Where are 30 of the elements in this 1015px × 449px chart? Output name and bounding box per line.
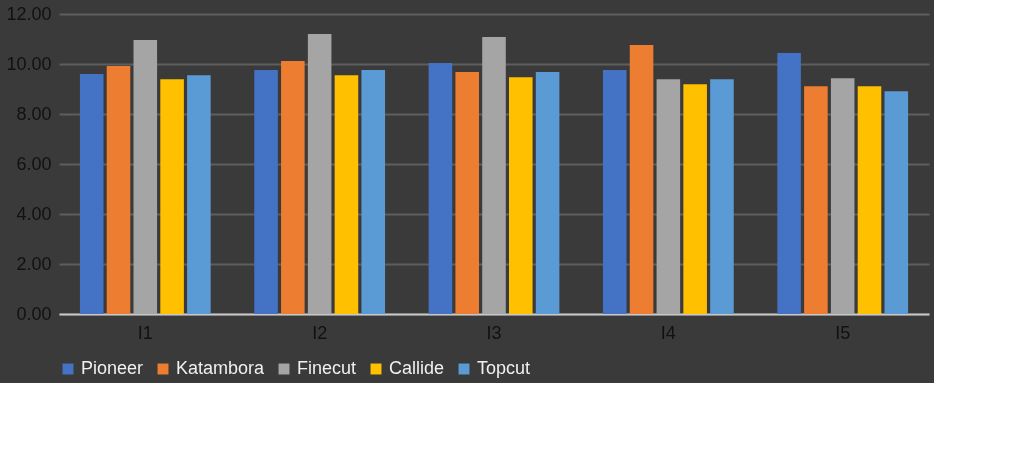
legend-label: Katambora bbox=[176, 358, 266, 378]
bar bbox=[334, 75, 359, 314]
bar bbox=[683, 84, 707, 314]
bar bbox=[602, 70, 627, 314]
bar bbox=[830, 78, 855, 314]
bar bbox=[428, 63, 453, 314]
bar bbox=[187, 75, 211, 314]
bar bbox=[535, 72, 560, 314]
bar bbox=[509, 77, 533, 314]
bar bbox=[106, 66, 131, 314]
legend-label: Pioneer bbox=[81, 358, 144, 378]
legend-label: Callide bbox=[389, 358, 445, 378]
bar bbox=[254, 70, 278, 314]
bar bbox=[804, 86, 828, 314]
bar bbox=[857, 86, 882, 314]
bar bbox=[482, 37, 506, 314]
legend-label: Finecut bbox=[297, 358, 357, 378]
bar bbox=[629, 45, 654, 314]
bar bbox=[710, 79, 734, 314]
bar bbox=[777, 53, 801, 314]
bar bbox=[160, 79, 184, 314]
bar bbox=[133, 40, 158, 314]
bar bbox=[884, 91, 909, 314]
bar bbox=[656, 79, 681, 314]
bar bbox=[361, 70, 386, 314]
legend-label: Topcut bbox=[477, 358, 531, 378]
bar bbox=[79, 74, 104, 314]
bar bbox=[281, 61, 305, 314]
bar bbox=[307, 34, 332, 314]
bar bbox=[455, 72, 479, 314]
